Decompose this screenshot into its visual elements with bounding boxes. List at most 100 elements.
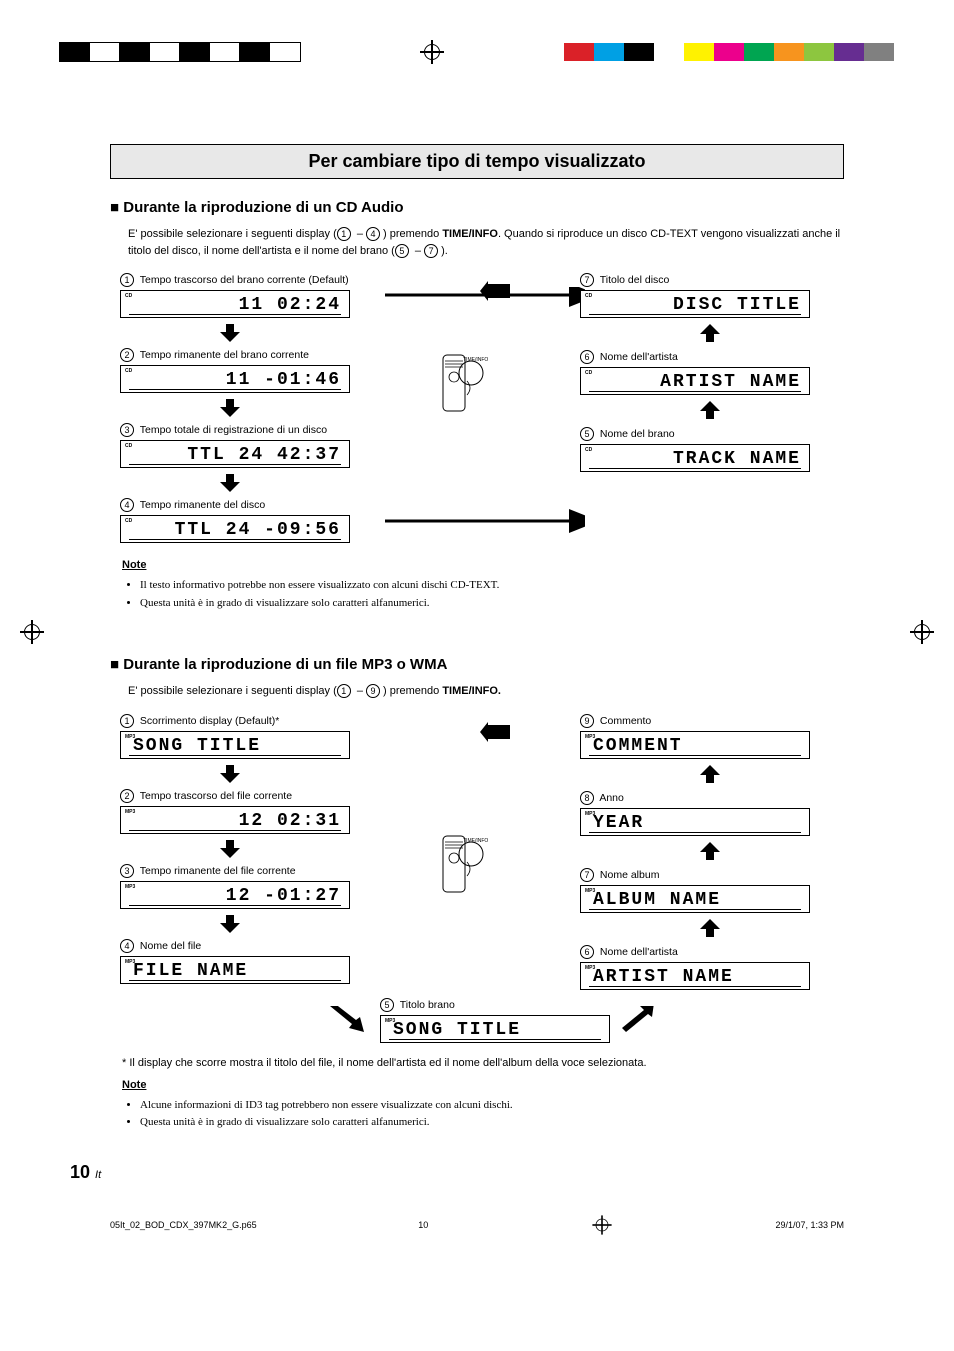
- lcd-text: 12 -01:27: [129, 887, 341, 906]
- arrow-diag-right-icon: [330, 1006, 370, 1036]
- circled-num: 8: [580, 791, 594, 805]
- lcd-text: 12 02:31: [129, 812, 341, 831]
- item-label: 9 Commento: [580, 714, 840, 728]
- circled-5b: 5: [380, 998, 394, 1012]
- lcd-display: CDTTL 24 -09:56: [120, 515, 350, 543]
- registration-mark-icon: [420, 40, 444, 64]
- intro-text-f: ).: [441, 245, 448, 257]
- color-swatch: [240, 43, 270, 61]
- lcd-badge: MP3: [125, 809, 135, 815]
- page-number: 10 It: [70, 1162, 954, 1183]
- registration-mark-right-icon: [910, 620, 934, 644]
- cd-right-column: 7 Titolo del discoCDDISC TITLE6 Nome del…: [580, 273, 840, 478]
- color-swatch: [714, 43, 744, 61]
- color-swatch: [180, 43, 210, 61]
- lcd-text: SONG TITLE: [129, 737, 341, 756]
- color-swatch: [150, 43, 180, 61]
- lcd-text: TTL 24 -09:56: [129, 521, 341, 540]
- lcd-badge: CD: [125, 443, 132, 449]
- item-label: 7 Nome album: [580, 868, 840, 882]
- lcd-badge-mp3: MP3: [385, 1018, 395, 1024]
- circled-5: 5: [395, 244, 409, 258]
- circled-9: 9: [366, 684, 380, 698]
- item-label: 3 Tempo rimanente del file corrente: [120, 864, 380, 878]
- mp3-note-heading: Note: [122, 1079, 844, 1091]
- color-swatch: [594, 43, 624, 61]
- cd-left-column: 1 Tempo trascorso del brano corrente (De…: [120, 273, 380, 549]
- item-label: 1 Tempo trascorso del brano corrente (De…: [120, 273, 380, 287]
- page-content: Per cambiare tipo di tempo visualizzato …: [0, 144, 954, 1132]
- lcd-text: 11 02:24: [129, 296, 341, 315]
- footer-date: 29/1/07, 1:33 PM: [775, 1220, 844, 1230]
- lcd-display: MP3ALBUM NAME: [580, 885, 810, 913]
- footer-file: 05It_02_BOD_CDX_397MK2_G.p65: [110, 1220, 257, 1230]
- lcd-badge: MP3: [125, 884, 135, 890]
- color-swatch: [684, 43, 714, 61]
- lcd-display: CDARTIST NAME: [580, 367, 810, 395]
- lcd-text: YEAR: [589, 814, 801, 833]
- lcd-badge: CD: [585, 293, 592, 299]
- up-arrow-icon: [700, 401, 720, 419]
- circled-num: 1: [120, 714, 134, 728]
- circled-7: 7: [424, 244, 438, 258]
- item-label: 2 Tempo trascorso del file corrente: [120, 789, 380, 803]
- page-lang: It: [95, 1169, 101, 1181]
- page-num-value: 10: [70, 1162, 90, 1182]
- down-arrow-icon: [220, 474, 240, 492]
- lcd-display: CDTRACK NAME: [580, 444, 810, 472]
- lcd-display: CDTTL 24 42:37: [120, 440, 350, 468]
- color-swatch: [624, 43, 654, 61]
- lcd-display: MP3FILE NAME: [120, 956, 350, 984]
- item-label: 6 Nome dell'artista: [580, 350, 840, 364]
- mp3-right-column: 9 CommentoMP3COMMENT8 AnnoMP3YEAR7 Nome …: [580, 714, 840, 996]
- registration-mark-left-icon: [20, 620, 44, 644]
- item-label: 4 Tempo rimanente del disco: [120, 498, 380, 512]
- item-label: 8 Anno: [580, 791, 840, 805]
- note-item: Alcune informazioni di ID3 tag potrebber…: [140, 1097, 844, 1115]
- down-arrow-icon: [220, 399, 240, 417]
- down-arrow: [220, 840, 380, 860]
- down-arrow: [220, 324, 380, 344]
- color-swatch: [744, 43, 774, 61]
- lcd-display: MP3COMMENT: [580, 731, 810, 759]
- up-arrow: [580, 765, 840, 785]
- down-arrow: [220, 399, 380, 419]
- color-swatch: [60, 43, 90, 61]
- lcd-text: COMMENT: [589, 737, 801, 756]
- color-swatch: [120, 43, 150, 61]
- circled-num: 4: [120, 498, 134, 512]
- lcd-text: DISC TITLE: [589, 296, 801, 315]
- down-arrow-icon: [220, 324, 240, 342]
- cd-note-heading: Note: [122, 559, 844, 571]
- up-arrow: [580, 842, 840, 862]
- lcd-display: CD11 02:24: [120, 290, 350, 318]
- circled-1b: 1: [337, 684, 351, 698]
- intro-text-a: E' possibile selezionare i seguenti disp…: [128, 228, 337, 240]
- lcd-display: MP3SONG TITLE: [120, 731, 350, 759]
- mp3-intro-a: E' possibile selezionare i seguenti disp…: [128, 685, 337, 697]
- lcd-badge: CD: [585, 447, 592, 453]
- lcd-display: MP312 02:31: [120, 806, 350, 834]
- up-arrow-icon: [700, 842, 720, 860]
- remote-btn-label-2: TIME/INFO: [463, 838, 488, 844]
- remote-control-icon: TIME/INFO: [435, 353, 485, 428]
- circled-1: 1: [337, 227, 351, 241]
- remote-control-icon-2: TIME/INFO: [435, 834, 485, 909]
- circled-num: 2: [120, 789, 134, 803]
- arrow-left-icon-2: [480, 722, 510, 742]
- up-arrow-icon: [700, 324, 720, 342]
- lcd-badge: CD: [125, 518, 132, 524]
- circled-4: 4: [366, 227, 380, 241]
- note-item: Questa unità è in grado di visualizzare …: [140, 595, 844, 613]
- color-swatch: [774, 43, 804, 61]
- color-swatch: [90, 43, 120, 61]
- up-arrow-icon: [700, 765, 720, 783]
- mp3-diagram: 1 Scorrimento display (Default)*MP3SONG …: [120, 714, 844, 1049]
- footer: 05It_02_BOD_CDX_397MK2_G.p65 10 29/1/07,…: [0, 1183, 954, 1237]
- lcd-text: TTL 24 42:37: [129, 446, 341, 465]
- color-swatch: [834, 43, 864, 61]
- lcd-text: ARTIST NAME: [589, 373, 801, 392]
- mp3-center-item: 5 Titolo brano MP3 SONG TITLE: [380, 998, 610, 1049]
- down-arrow-icon: [220, 840, 240, 858]
- circled-num: 9: [580, 714, 594, 728]
